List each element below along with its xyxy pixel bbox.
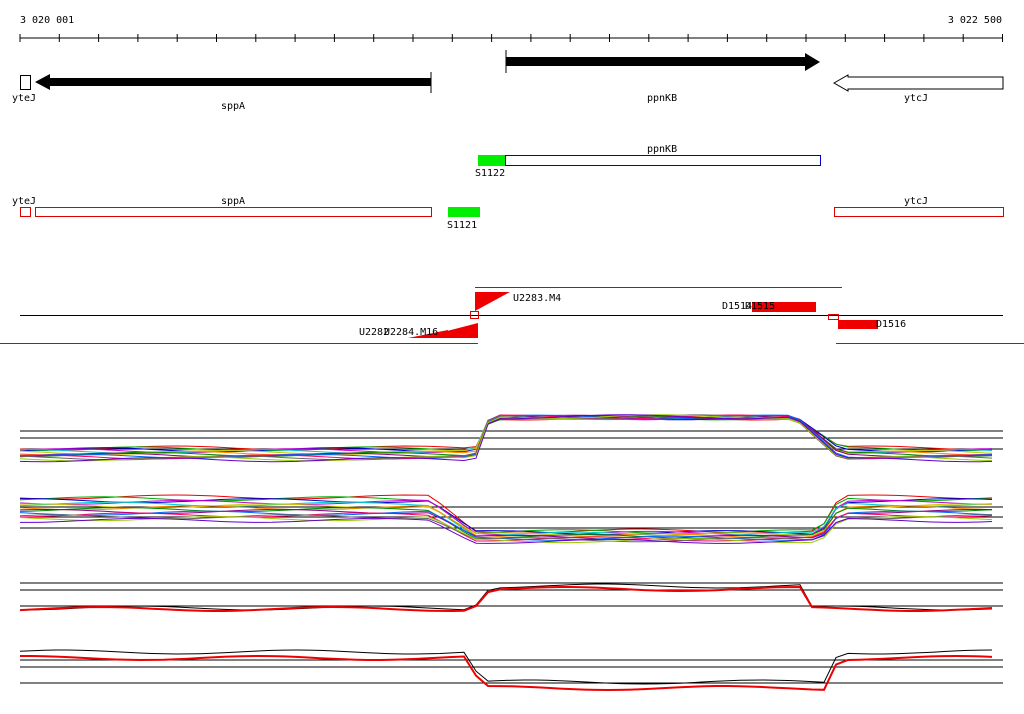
trace	[19, 516, 993, 544]
gene-box	[20, 75, 31, 90]
feature-box	[828, 314, 839, 320]
feature-block	[838, 320, 878, 329]
trace	[19, 505, 993, 539]
transcript-label: ppnKB	[647, 144, 677, 155]
annotation-label: ytcJ	[904, 196, 928, 207]
transcript-label: S1122	[475, 168, 505, 179]
trace	[19, 649, 993, 685]
trace	[19, 583, 993, 611]
feature-label: D1515	[745, 301, 775, 312]
gene-arrow	[506, 53, 820, 71]
ruler-ticks	[19, 34, 1003, 42]
trace	[19, 585, 993, 613]
annotation-label: sppA	[221, 196, 245, 207]
transcript-start	[478, 155, 505, 166]
trace	[19, 414, 993, 462]
feature-label: U2284.M16	[384, 327, 438, 338]
feature-label: D1514	[722, 301, 752, 312]
annotation-box	[834, 207, 1004, 217]
trace	[19, 414, 993, 458]
feature-label: D1516	[876, 319, 906, 330]
annotation-label: S1121	[447, 220, 477, 231]
trace	[20, 654, 993, 692]
trace	[19, 510, 993, 541]
gene-label: sppA	[221, 101, 245, 112]
trace	[20, 517, 993, 544]
gene-label: ppnKB	[647, 93, 677, 104]
feature-box	[470, 311, 479, 319]
gene-arrow	[35, 74, 431, 90]
transcript-box	[505, 155, 821, 166]
trace	[19, 414, 993, 463]
feature-marker	[420, 323, 478, 338]
feature-label: U2282	[359, 327, 389, 338]
expression-traces	[19, 414, 1003, 692]
feature-marker	[475, 292, 510, 311]
annotation-label: yteJ	[12, 196, 36, 207]
annotation-start	[448, 207, 480, 217]
ruler-end: 3 022 500	[948, 15, 1002, 26]
trace	[19, 501, 993, 537]
annotation-box	[35, 207, 432, 217]
feature-label: U2283.M4	[513, 293, 561, 304]
trace	[19, 415, 992, 451]
gene-arrow	[832, 74, 1004, 92]
trace	[19, 414, 993, 461]
annotation-box	[20, 207, 31, 217]
gene-label: yteJ	[12, 93, 36, 104]
feature-block	[752, 302, 816, 312]
ruler-start: 3 020 001	[20, 15, 74, 26]
gene-label: ytcJ	[904, 93, 928, 104]
